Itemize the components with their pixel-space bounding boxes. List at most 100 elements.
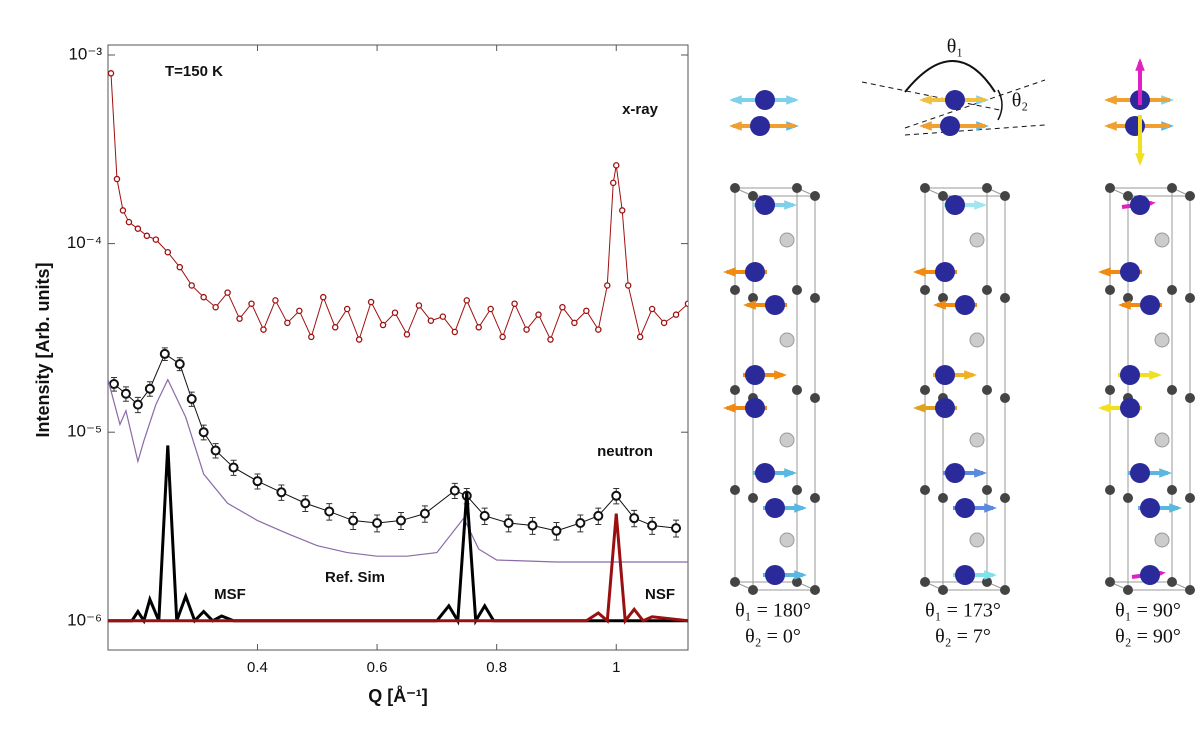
data-point bbox=[210, 445, 221, 456]
data-point bbox=[391, 309, 399, 316]
corner-atom bbox=[1167, 285, 1177, 295]
data-point bbox=[647, 520, 658, 531]
data-point bbox=[152, 236, 160, 243]
atom bbox=[955, 295, 975, 315]
atom bbox=[765, 498, 785, 518]
arrow-head bbox=[723, 403, 736, 413]
series-label: x-ray bbox=[622, 101, 659, 118]
corner-atom bbox=[1185, 293, 1195, 303]
data-point bbox=[559, 303, 566, 311]
series-line bbox=[113, 353, 677, 532]
data-point bbox=[672, 311, 680, 318]
light-atom bbox=[779, 232, 795, 248]
corner-atom bbox=[810, 393, 820, 403]
data-point bbox=[604, 282, 611, 289]
data-point bbox=[228, 462, 239, 473]
corner-atom bbox=[1000, 191, 1010, 201]
arrow-head bbox=[1098, 403, 1111, 413]
corner-atom bbox=[748, 493, 758, 503]
theta1-label: θ₁ = 173° bbox=[925, 600, 1001, 622]
corner-atom bbox=[730, 183, 740, 193]
data-point bbox=[527, 520, 538, 531]
corner-atom bbox=[792, 485, 802, 495]
light-atom bbox=[1154, 232, 1170, 248]
data-point bbox=[660, 319, 668, 327]
corner-atom bbox=[920, 577, 930, 587]
light-atom bbox=[1154, 332, 1170, 348]
corner-atom bbox=[1185, 191, 1195, 201]
y-tick-label: 10⁻⁵ bbox=[67, 422, 102, 441]
arrow-head bbox=[729, 95, 742, 105]
atom bbox=[755, 463, 775, 483]
annotation: T=150 K bbox=[165, 63, 223, 80]
data-point bbox=[176, 263, 184, 271]
arrow-head bbox=[1104, 121, 1117, 131]
arrow-head bbox=[933, 300, 946, 310]
corner-atom bbox=[748, 585, 758, 595]
atom bbox=[755, 195, 775, 215]
data-point bbox=[636, 333, 644, 341]
corner-atom bbox=[730, 577, 740, 587]
data-point bbox=[449, 485, 460, 496]
series-line bbox=[108, 378, 688, 563]
data-point bbox=[348, 515, 359, 526]
arrow-head bbox=[794, 503, 807, 513]
series-line bbox=[108, 445, 688, 626]
data-point bbox=[503, 517, 514, 528]
arrow-head bbox=[919, 121, 932, 131]
data-point bbox=[355, 336, 363, 343]
arrow-head bbox=[743, 300, 756, 310]
atom bbox=[955, 498, 975, 518]
series-label: neutron bbox=[597, 443, 653, 460]
corner-atom bbox=[920, 485, 930, 495]
data-point bbox=[200, 293, 207, 301]
corner-atom bbox=[730, 285, 740, 295]
data-point bbox=[164, 248, 172, 256]
corner-atom bbox=[982, 183, 992, 193]
data-point bbox=[648, 305, 656, 313]
atom bbox=[765, 565, 785, 585]
corner-atom bbox=[1167, 183, 1177, 193]
data-point bbox=[451, 328, 459, 336]
atom bbox=[940, 116, 960, 136]
data-point bbox=[248, 300, 255, 307]
data-point bbox=[113, 175, 121, 183]
data-point bbox=[108, 70, 115, 77]
corner-atom bbox=[730, 485, 740, 495]
corner-atom bbox=[1167, 485, 1177, 495]
corner-atom bbox=[1000, 393, 1010, 403]
cell-edge bbox=[734, 187, 816, 591]
corner-atom bbox=[810, 493, 820, 503]
light-atom bbox=[969, 332, 985, 348]
data-point bbox=[236, 315, 243, 322]
data-point bbox=[125, 218, 133, 226]
data-point bbox=[595, 326, 602, 333]
data-point bbox=[479, 510, 490, 521]
data-point bbox=[143, 232, 151, 240]
data-point bbox=[276, 487, 287, 498]
light-atom bbox=[969, 432, 985, 448]
atom bbox=[945, 90, 965, 110]
x-tick-label: 0.8 bbox=[486, 659, 507, 676]
atom bbox=[945, 195, 965, 215]
atom bbox=[1140, 498, 1160, 518]
data-point bbox=[629, 513, 640, 524]
arrow-head bbox=[784, 468, 797, 478]
data-point bbox=[575, 517, 586, 528]
angle-arc bbox=[904, 60, 996, 93]
light-atom bbox=[779, 432, 795, 448]
corner-atom bbox=[1123, 191, 1133, 201]
corner-atom bbox=[1167, 385, 1177, 395]
arrow-head bbox=[1159, 468, 1172, 478]
corner-atom bbox=[1105, 385, 1115, 395]
corner-atom bbox=[1123, 493, 1133, 503]
data-point bbox=[618, 207, 626, 214]
data-point bbox=[308, 333, 315, 341]
arrow-head bbox=[984, 503, 997, 513]
data-point bbox=[132, 399, 143, 410]
corner-atom bbox=[1123, 585, 1133, 595]
data-point bbox=[547, 336, 554, 343]
atom bbox=[1130, 195, 1150, 215]
corner-atom bbox=[1105, 285, 1115, 295]
